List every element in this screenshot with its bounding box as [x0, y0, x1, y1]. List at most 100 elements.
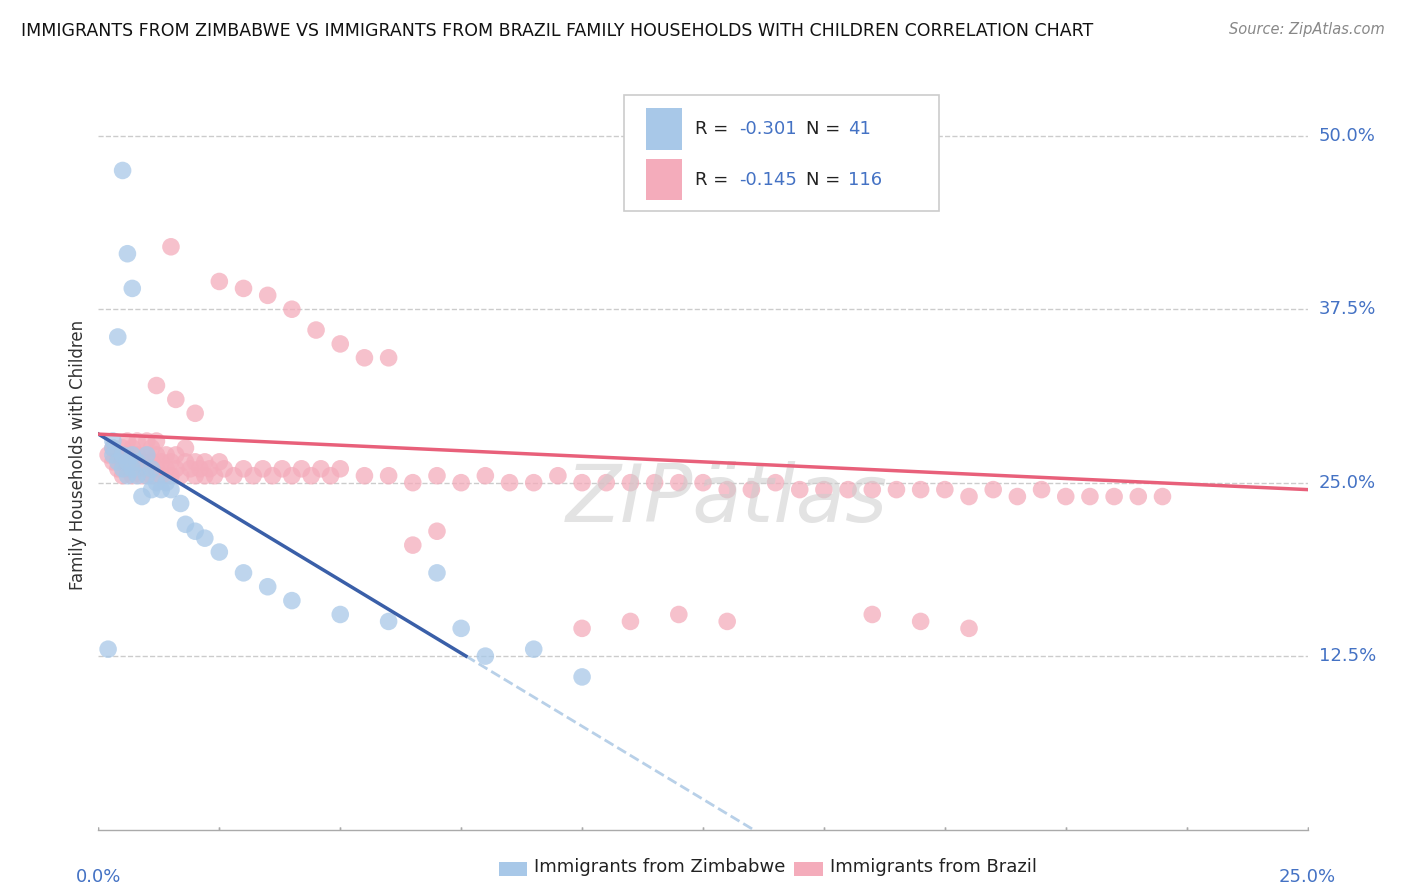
Point — [121, 455, 143, 469]
Point — [107, 462, 129, 476]
Point — [165, 392, 187, 407]
Point — [169, 468, 191, 483]
Text: IMMIGRANTS FROM ZIMBABWE VS IMMIGRANTS FROM BRAZIL FAMILY HOUSEHOLDS WITH CHILDR: IMMIGRANTS FROM ZIMBABWE VS IMMIGRANTS F… — [21, 22, 1094, 40]
Text: 116: 116 — [848, 171, 882, 189]
Text: Immigrants from Zimbabwe: Immigrants from Zimbabwe — [534, 858, 786, 876]
Point — [174, 455, 197, 469]
Point — [222, 468, 245, 483]
Point — [135, 448, 157, 462]
Point — [957, 621, 980, 635]
Text: R =: R = — [695, 171, 734, 189]
Point — [299, 468, 322, 483]
Point — [474, 649, 496, 664]
Point — [145, 378, 167, 392]
Point — [184, 406, 207, 420]
Point — [127, 455, 149, 469]
Point — [160, 455, 183, 469]
Point — [117, 462, 139, 476]
Point — [1031, 483, 1053, 497]
Point — [281, 468, 304, 483]
Point — [547, 468, 569, 483]
Point — [837, 483, 859, 497]
Point — [141, 441, 163, 455]
Point — [141, 462, 163, 476]
Text: 25.0%: 25.0% — [1319, 474, 1376, 491]
Point — [716, 615, 738, 629]
Point — [145, 448, 167, 462]
Point — [789, 483, 811, 497]
FancyBboxPatch shape — [624, 95, 939, 211]
Point — [121, 441, 143, 455]
Point — [107, 455, 129, 469]
Point — [1054, 490, 1077, 504]
Point — [111, 448, 134, 462]
Bar — [647, 159, 682, 200]
Point — [155, 475, 177, 490]
Point — [194, 455, 217, 469]
Point — [1007, 490, 1029, 504]
Point — [232, 462, 254, 476]
Point — [160, 483, 183, 497]
Point — [165, 448, 187, 462]
Point — [117, 434, 139, 448]
Point — [121, 448, 143, 462]
Point — [111, 468, 134, 483]
Point — [174, 517, 197, 532]
Point — [135, 468, 157, 483]
Point — [377, 615, 399, 629]
Point — [716, 483, 738, 497]
Point — [101, 441, 124, 455]
Point — [150, 455, 173, 469]
Point — [141, 455, 163, 469]
Point — [127, 462, 149, 476]
Point — [145, 462, 167, 476]
Point — [179, 462, 201, 476]
Point — [765, 475, 787, 490]
Point — [571, 670, 593, 684]
Point — [117, 448, 139, 462]
Point — [256, 288, 278, 302]
Point — [232, 281, 254, 295]
Point — [329, 607, 352, 622]
Point — [135, 434, 157, 448]
Point — [957, 490, 980, 504]
Point — [981, 483, 1004, 497]
Point — [256, 580, 278, 594]
Point — [571, 475, 593, 490]
Point — [242, 468, 264, 483]
Point — [141, 468, 163, 483]
Point — [402, 475, 425, 490]
Text: 41: 41 — [848, 120, 870, 138]
Point — [101, 441, 124, 455]
Point — [426, 566, 449, 580]
Point — [208, 455, 231, 469]
Point — [184, 455, 207, 469]
Point — [523, 642, 546, 657]
Point — [571, 621, 593, 635]
Point — [290, 462, 312, 476]
Text: -0.145: -0.145 — [740, 171, 797, 189]
Text: 50.0%: 50.0% — [1319, 127, 1375, 145]
Point — [131, 468, 153, 483]
Point — [145, 475, 167, 490]
Point — [150, 483, 173, 497]
Point — [305, 323, 328, 337]
Point — [886, 483, 908, 497]
Point — [121, 468, 143, 483]
Point — [194, 531, 217, 545]
Text: N =: N = — [806, 171, 846, 189]
Point — [131, 455, 153, 469]
Point — [165, 462, 187, 476]
Point — [319, 468, 342, 483]
Point — [184, 524, 207, 539]
Point — [910, 615, 932, 629]
Bar — [647, 108, 682, 150]
Point — [377, 468, 399, 483]
Point — [450, 621, 472, 635]
Point — [150, 468, 173, 483]
Point — [498, 475, 520, 490]
Point — [813, 483, 835, 497]
Point — [111, 462, 134, 476]
Text: ZIPätlas: ZIPätlas — [567, 461, 889, 539]
Point — [97, 642, 120, 657]
